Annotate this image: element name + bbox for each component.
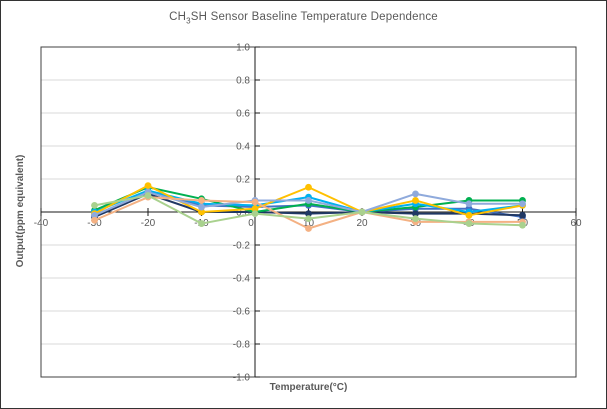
data-point-marker bbox=[198, 203, 205, 211]
data-point-marker bbox=[198, 197, 205, 204]
svg-text:20: 20 bbox=[356, 218, 368, 229]
svg-text:-20: -20 bbox=[141, 218, 156, 229]
data-series-series-8 bbox=[91, 192, 526, 229]
data-point-marker bbox=[144, 192, 152, 199]
chart-title-subscript: 3 bbox=[186, 16, 191, 26]
data-point-marker bbox=[465, 200, 473, 208]
svg-text:0.2: 0.2 bbox=[236, 175, 250, 186]
data-point-marker bbox=[251, 210, 259, 218]
y-axis-title: Output(ppm equivalent) bbox=[15, 154, 26, 268]
data-point-marker bbox=[412, 190, 419, 198]
data-point-marker bbox=[91, 211, 98, 219]
data-point-marker bbox=[465, 211, 473, 219]
svg-text:-0.6: -0.6 bbox=[233, 307, 251, 318]
data-point-marker bbox=[412, 197, 419, 204]
data-point-marker bbox=[519, 221, 526, 229]
data-point-marker bbox=[251, 198, 259, 206]
data-point-marker bbox=[305, 215, 312, 223]
data-point-marker bbox=[305, 210, 312, 218]
data-point-marker bbox=[358, 208, 366, 216]
svg-text:1.0: 1.0 bbox=[236, 43, 250, 54]
data-point-marker bbox=[144, 182, 152, 190]
data-point-marker bbox=[91, 216, 98, 224]
svg-text:0: 0 bbox=[248, 218, 254, 229]
chart-title-suffix: SH Sensor Baseline Temperature Dependenc… bbox=[190, 11, 438, 23]
data-point-marker bbox=[412, 215, 419, 223]
data-point-marker bbox=[519, 200, 526, 208]
chart-title: CH3SH Sensor Baseline Temperature Depend… bbox=[1, 11, 606, 25]
data-point-marker bbox=[198, 208, 205, 216]
data-point-marker bbox=[519, 211, 526, 219]
data-point-marker bbox=[465, 220, 473, 227]
data-point-marker bbox=[198, 220, 205, 227]
data-point-marker bbox=[251, 205, 259, 213]
svg-text:-0.4: -0.4 bbox=[233, 274, 251, 285]
svg-text:0.4: 0.4 bbox=[236, 142, 250, 153]
data-point-marker bbox=[91, 202, 98, 209]
svg-text:-1.0: -1.0 bbox=[233, 373, 251, 384]
chart-title-prefix: CH bbox=[169, 11, 187, 23]
data-point-marker bbox=[412, 210, 419, 218]
data-point-marker bbox=[305, 183, 312, 191]
data-point-marker bbox=[305, 225, 312, 232]
data-point-marker bbox=[305, 197, 312, 204]
svg-text:-40: -40 bbox=[34, 218, 49, 229]
svg-text:0.6: 0.6 bbox=[236, 109, 250, 120]
svg-text:10: 10 bbox=[303, 218, 315, 229]
svg-text:0.8: 0.8 bbox=[236, 76, 250, 87]
svg-text:-0.8: -0.8 bbox=[233, 340, 251, 351]
svg-text:-0.2: -0.2 bbox=[233, 241, 251, 252]
svg-text:60: 60 bbox=[570, 218, 582, 229]
x-axis-title: Temperature(°C) bbox=[269, 382, 348, 393]
